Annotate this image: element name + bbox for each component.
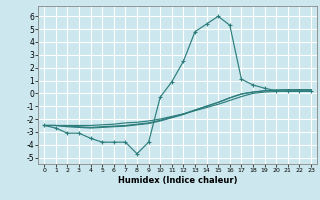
X-axis label: Humidex (Indice chaleur): Humidex (Indice chaleur) (118, 176, 237, 185)
